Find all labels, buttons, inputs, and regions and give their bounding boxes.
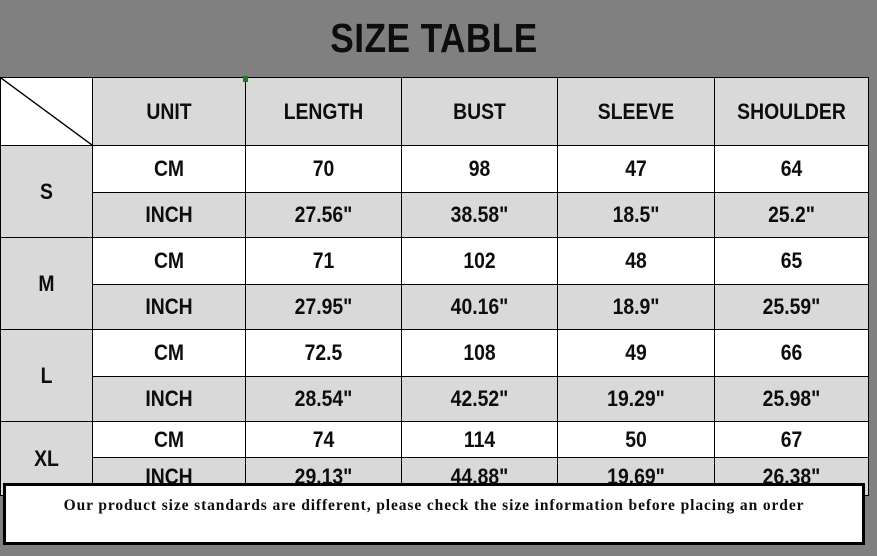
cell-sleeve: 18.5" bbox=[557, 192, 715, 238]
size-label-m: M bbox=[0, 237, 93, 330]
cell-length: 27.95" bbox=[245, 284, 402, 330]
column-header-bust: BUST bbox=[401, 77, 558, 146]
cell-length: 70 bbox=[245, 145, 402, 193]
cell-bust: 102 bbox=[401, 237, 558, 285]
cell-unit: CM bbox=[92, 421, 246, 458]
title-band: SIZE TABLE bbox=[0, 0, 877, 77]
table-row: M CM 71 102 48 65 bbox=[0, 237, 869, 330]
cell-length: 74 bbox=[245, 421, 402, 458]
column-header-unit: UNIT bbox=[92, 77, 246, 146]
cell-length: 71 bbox=[245, 237, 402, 285]
table-row: L CM 72.5 108 49 66 bbox=[0, 329, 869, 422]
cell-sleeve: 48 bbox=[557, 237, 715, 285]
cell-shoulder: 65 bbox=[714, 237, 869, 285]
cell-unit: CM bbox=[92, 237, 246, 285]
cell-sleeve: 50 bbox=[557, 421, 715, 458]
cell-bust: 114 bbox=[401, 421, 558, 458]
cell-unit: INCH bbox=[92, 376, 246, 422]
table-row: INCH 27.95" 40.16" 18.9" 25.59" bbox=[1, 284, 869, 330]
cell-unit: CM bbox=[92, 145, 246, 193]
diagonal-divider-icon bbox=[1, 78, 92, 145]
cell-bust: 38.58" bbox=[401, 192, 558, 238]
cell-sleeve: 47 bbox=[557, 145, 715, 193]
cell-shoulder: 25.98" bbox=[714, 376, 869, 422]
cell-shoulder: 25.2" bbox=[714, 192, 869, 238]
table-row: S CM 70 98 47 64 bbox=[0, 145, 869, 238]
cell-shoulder: 64 bbox=[714, 145, 869, 193]
cell-unit: INCH bbox=[92, 192, 246, 238]
cell-bust: 42.52" bbox=[401, 376, 558, 422]
size-label-s: S bbox=[0, 145, 93, 238]
footer-note: Our product size standards are different… bbox=[3, 483, 865, 545]
table-row: INCH 27.56" 38.58" 18.5" 25.2" bbox=[1, 192, 869, 238]
cell-shoulder: 67 bbox=[714, 421, 869, 458]
cell-sleeve: 18.9" bbox=[557, 284, 715, 330]
table-header-row: UNIT LENGTH BUST SLEEVE SHOULDER bbox=[0, 77, 869, 146]
cell-bust: 40.16" bbox=[401, 284, 558, 330]
cell-length: 27.56" bbox=[245, 192, 402, 238]
page-title: SIZE TABLE bbox=[330, 15, 538, 61]
green-marker bbox=[243, 76, 248, 82]
size-table: UNIT LENGTH BUST SLEEVE SHOULDER S bbox=[0, 77, 869, 496]
cell-sleeve: 19.29" bbox=[557, 376, 715, 422]
cell-shoulder: 25.59" bbox=[714, 284, 869, 330]
column-header-shoulder: SHOULDER bbox=[714, 77, 869, 146]
cell-unit: INCH bbox=[92, 284, 246, 330]
size-label-l: L bbox=[0, 329, 93, 422]
cell-sleeve: 49 bbox=[557, 329, 715, 377]
cell-bust: 108 bbox=[401, 329, 558, 377]
corner-cell bbox=[0, 77, 93, 146]
table-row: INCH 28.54" 42.52" 19.29" 25.98" bbox=[1, 376, 869, 422]
column-header-sleeve: SLEEVE bbox=[557, 77, 715, 146]
table-row: XL CM 74 114 50 67 bbox=[0, 421, 869, 496]
cell-length: 72.5 bbox=[245, 329, 402, 377]
column-header-length: LENGTH bbox=[245, 77, 402, 146]
cell-bust: 98 bbox=[401, 145, 558, 193]
cell-length: 28.54" bbox=[245, 376, 402, 422]
cell-shoulder: 66 bbox=[714, 329, 869, 377]
cell-unit: CM bbox=[92, 329, 246, 377]
